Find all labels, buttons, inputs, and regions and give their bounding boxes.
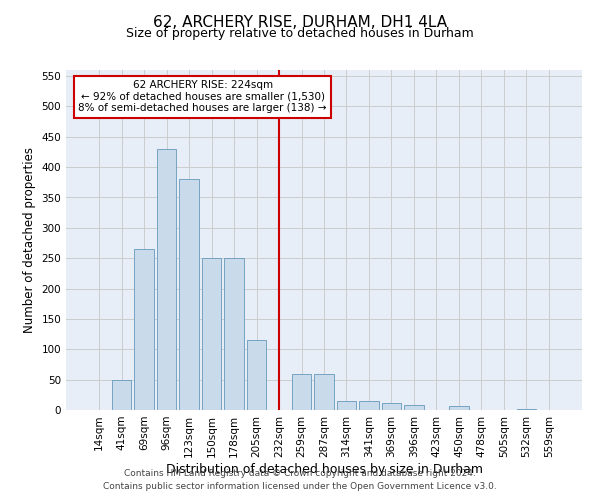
Bar xyxy=(337,401,356,410)
Bar xyxy=(247,340,266,410)
Text: Contains public sector information licensed under the Open Government Licence v3: Contains public sector information licen… xyxy=(103,482,497,491)
Bar xyxy=(404,405,424,410)
Bar xyxy=(359,401,379,410)
Text: 62, ARCHERY RISE, DURHAM, DH1 4LA: 62, ARCHERY RISE, DURHAM, DH1 4LA xyxy=(153,15,447,30)
Bar xyxy=(292,374,311,410)
Bar xyxy=(314,374,334,410)
Bar xyxy=(382,402,401,410)
Bar xyxy=(517,409,536,410)
Bar xyxy=(179,180,199,410)
Y-axis label: Number of detached properties: Number of detached properties xyxy=(23,147,36,333)
Text: 62 ARCHERY RISE: 224sqm
← 92% of detached houses are smaller (1,530)
8% of semi-: 62 ARCHERY RISE: 224sqm ← 92% of detache… xyxy=(79,80,327,114)
Bar xyxy=(112,380,131,410)
Bar xyxy=(157,149,176,410)
Text: Size of property relative to detached houses in Durham: Size of property relative to detached ho… xyxy=(126,28,474,40)
Bar xyxy=(224,258,244,410)
Bar xyxy=(134,249,154,410)
Bar xyxy=(449,406,469,410)
Text: Contains HM Land Registry data © Crown copyright and database right 2024.: Contains HM Land Registry data © Crown c… xyxy=(124,468,476,477)
X-axis label: Distribution of detached houses by size in Durham: Distribution of detached houses by size … xyxy=(166,462,482,475)
Bar xyxy=(202,258,221,410)
